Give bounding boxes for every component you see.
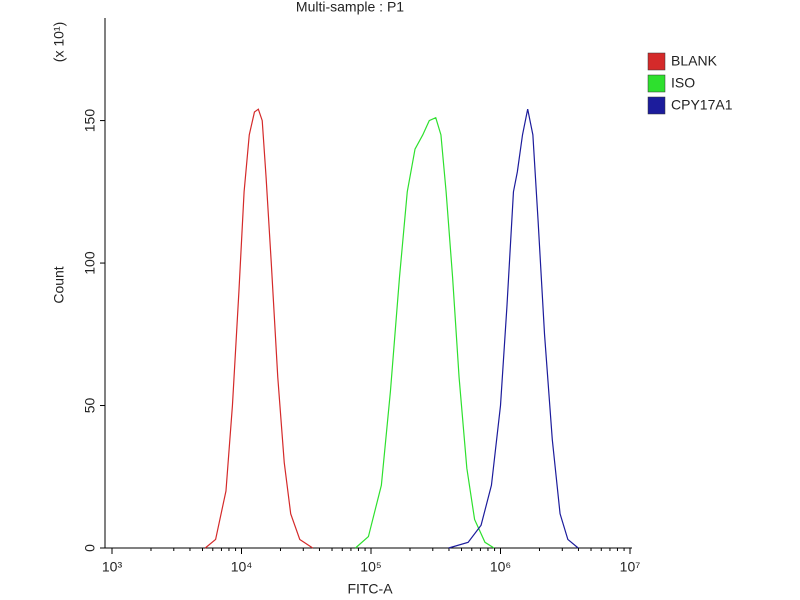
chart-title: Multi-sample : P1 (296, 0, 404, 15)
legend-label: BLANK (671, 53, 718, 69)
legend-swatch (647, 96, 666, 115)
y-tick-label: 50 (82, 398, 98, 414)
x-tick-label: 10³ (102, 559, 123, 575)
histogram-line (355, 116, 495, 549)
histogram-line (204, 108, 314, 549)
legend-label: CPY17A1 (671, 97, 733, 113)
x-axis-label: FITC-A (347, 581, 393, 597)
y-scale-note: (x 10¹) (51, 22, 67, 62)
histogram-line (448, 109, 579, 549)
legend-swatch (647, 52, 666, 71)
x-tick-label: 10⁴ (231, 559, 253, 575)
x-tick-label: 10⁵ (360, 559, 381, 575)
x-tick-label: 10⁶ (490, 559, 511, 575)
x-tick-label: 10⁷ (620, 559, 641, 575)
y-tick-label: 100 (82, 251, 98, 275)
legend-label: ISO (671, 75, 695, 91)
y-axis-label: Count (51, 266, 67, 303)
y-tick-label: 150 (82, 109, 98, 133)
legend-swatch (647, 74, 666, 93)
y-tick-label: 0 (82, 544, 98, 552)
